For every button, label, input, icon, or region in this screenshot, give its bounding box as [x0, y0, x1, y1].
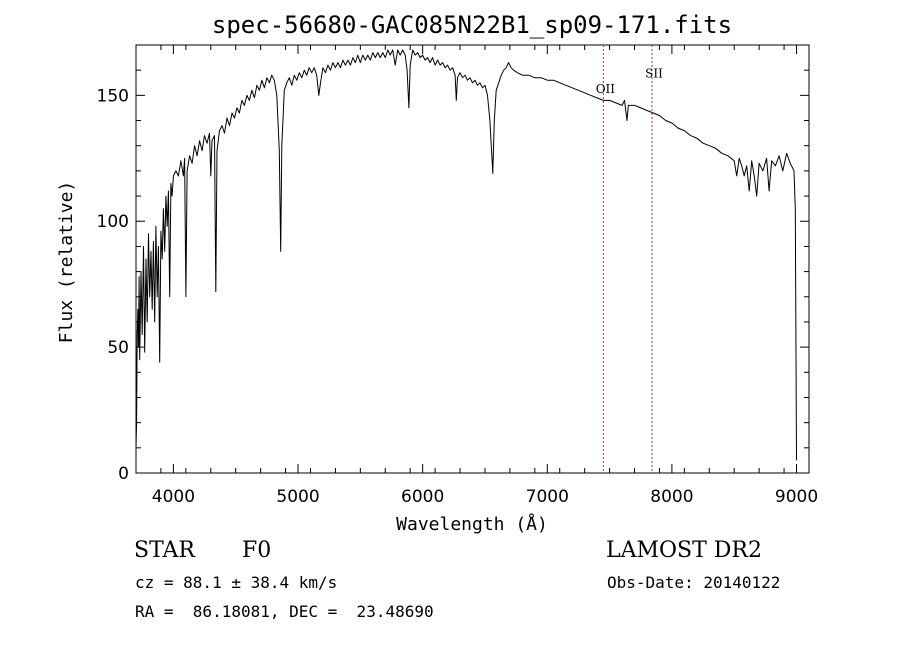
x-tick-label: 7000 [526, 487, 569, 507]
line-annotations: OII SII [596, 45, 663, 473]
redshift-velocity: cz = 88.1 ± 38.4 km/s [135, 573, 338, 592]
x-tick-label: 8000 [650, 487, 693, 507]
spectrum-series-line [135, 49, 797, 461]
object-class: STAR [134, 538, 195, 563]
y-tick-label: 50 [107, 338, 129, 358]
plot-frame [135, 44, 810, 474]
y-tick-label: 150 [97, 86, 129, 106]
survey-name: LAMOST DR2 [606, 538, 762, 563]
observation-date: Obs-Date: 20140122 [607, 573, 781, 592]
y-tick-label: 0 [118, 464, 129, 484]
x-tick-label: 9000 [775, 487, 818, 507]
x-axis-title: Wavelength (Å) [396, 513, 548, 535]
x-tick-label: 6000 [401, 487, 444, 507]
object-subclass: F0 [242, 538, 272, 563]
x-tick-label: 4000 [152, 487, 195, 507]
annotation-label: OII [596, 82, 616, 96]
chart-title: spec-56680-GAC085N22B1_sp09-171.fits [212, 11, 732, 39]
x-tick-label: 5000 [276, 487, 319, 507]
y-tick-label: 100 [97, 212, 129, 232]
annotation-label: SII [645, 67, 663, 81]
sky-coordinates: RA = 86.18081, DEC = 23.48690 [135, 602, 434, 621]
axis-tick-labels: 4000 5000 6000 7000 8000 9000 0 50 100 150 [97, 86, 819, 507]
y-axis-title: Flux (relative) [56, 181, 77, 344]
